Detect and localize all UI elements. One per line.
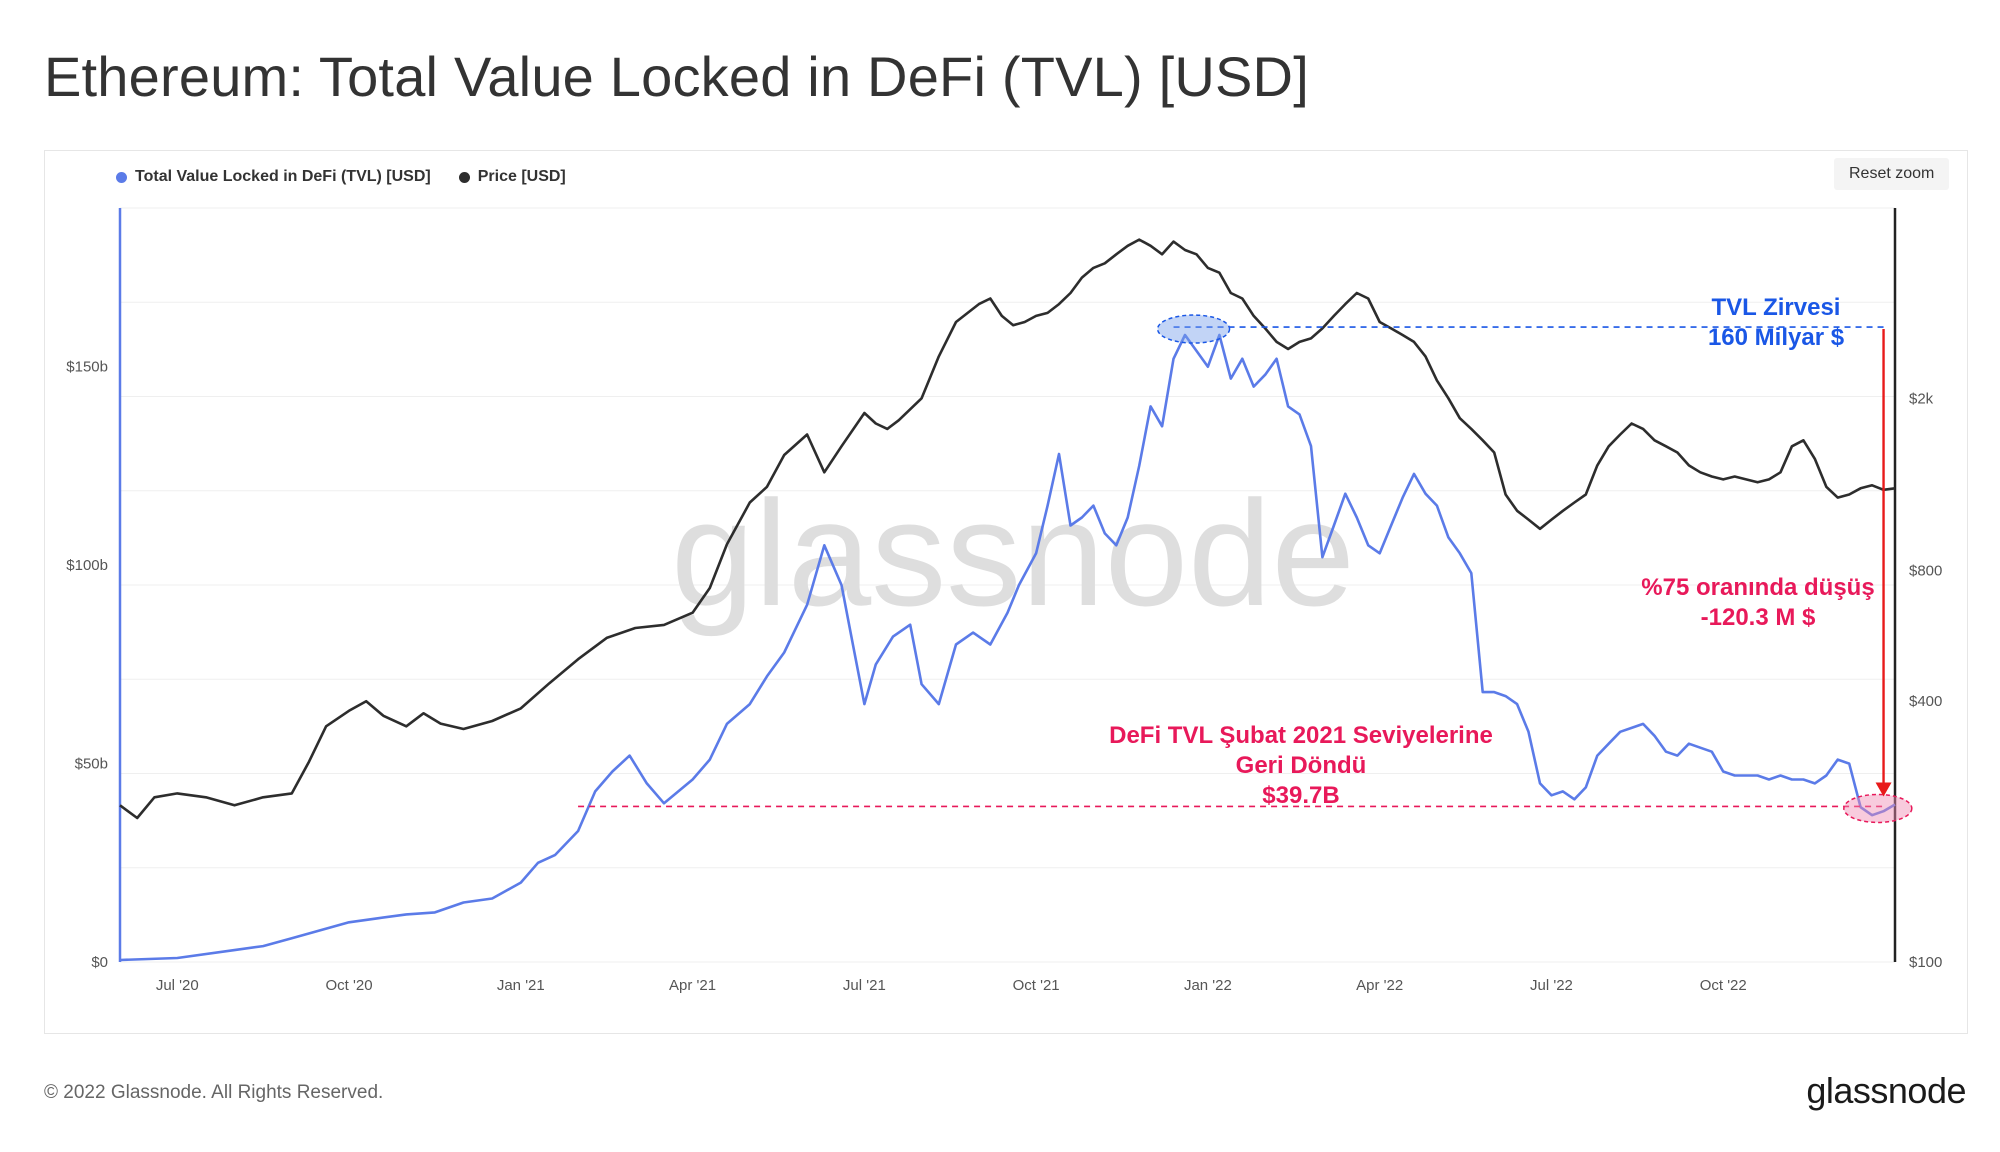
- x-axis: Jul '20 Oct '20 Jan '21 Apr '21 Jul '21 Oct '…: [156, 977, 1747, 994]
- chart-axes: [118, 208, 1897, 962]
- x-tick-label: Jan '21: [497, 977, 545, 994]
- x-tick-label: Apr '21: [669, 977, 716, 994]
- legend-item-price[interactable]: Price [USD]: [458, 168, 566, 186]
- y-right-tick-label: $100: [1909, 954, 1942, 971]
- x-tick-label: Jan '22: [1184, 977, 1232, 994]
- grid-lines: [120, 207, 1895, 963]
- legend-item-tvl[interactable]: Total Value Locked in DeFi (TVL) [USD]: [116, 168, 431, 186]
- y-left-tick-label: $0: [91, 954, 108, 971]
- y-axis-left: $0 $50b $100b $150b: [66, 359, 108, 971]
- drop-arrow-head: [1875, 782, 1892, 797]
- legend-label-price: Price [USD]: [477, 168, 566, 185]
- footer-copyright: © 2022 Glassnode. All Rights Reserved.: [44, 1082, 384, 1103]
- chart-legend: Total Value Locked in DeFi (TVL) [USD] P…: [116, 168, 566, 186]
- annotation-drop: %75 oranında düşüş: [1641, 574, 1874, 601]
- annotation-tvl-peak: TVL Zirvesi: [1712, 294, 1841, 321]
- annotation-return: Geri Döndü: [1236, 752, 1367, 779]
- x-tick-label: Oct '22: [1700, 977, 1747, 994]
- x-tick-label: Oct '20: [326, 977, 373, 994]
- y-axis-right: $100 $400 $800 $2k: [1909, 390, 1942, 971]
- x-tick-label: Oct '21: [1013, 977, 1060, 994]
- x-tick-label: Jul '20: [156, 977, 199, 994]
- annotation-drop: -120.3 M $: [1701, 604, 1816, 631]
- watermark-text: glassnode: [671, 469, 1355, 637]
- x-tick-label: Jul '22: [1530, 977, 1573, 994]
- legend-dot-tvl: [116, 171, 127, 183]
- x-tick-label: Jul '21: [843, 977, 886, 994]
- price-series-line: [119, 238, 1896, 820]
- return-highlight-ellipse: [1843, 793, 1913, 824]
- y-left-tick-label: $100b: [66, 557, 108, 574]
- y-right-tick-label: $2k: [1909, 390, 1934, 407]
- legend-dot-price: [458, 171, 470, 183]
- x-tick-label: Apr '22: [1356, 977, 1403, 994]
- legend-label-tvl: Total Value Locked in DeFi (TVL) [USD]: [135, 168, 431, 185]
- chart-frame: [44, 150, 1968, 1034]
- series-layer: [119, 238, 1896, 962]
- y-left-tick-label: $50b: [75, 756, 108, 773]
- annotation-tvl-peak: 160 Milyar $: [1708, 324, 1845, 351]
- page-title: Ethereum: Total Value Locked in DeFi (TV…: [44, 45, 1309, 108]
- y-right-tick-label: $400: [1909, 693, 1942, 710]
- tvl-series-line: [119, 333, 1896, 962]
- y-left-tick-label: $150b: [66, 359, 108, 376]
- reset-zoom-button[interactable]: Reset zoom: [1834, 158, 1950, 190]
- annotation-return: DeFi TVL Şubat 2021 Seviyelerine: [1109, 722, 1493, 749]
- glassnode-logo[interactable]: glassnode: [1806, 1070, 1966, 1111]
- annotations-layer: TVL Zirvesi 160 Milyar $ %75 oranında düşü…: [578, 294, 1913, 824]
- y-right-tick-label: $800: [1909, 563, 1942, 580]
- annotation-return: $39.7B: [1262, 782, 1339, 809]
- peak-highlight-ellipse: [1156, 314, 1231, 344]
